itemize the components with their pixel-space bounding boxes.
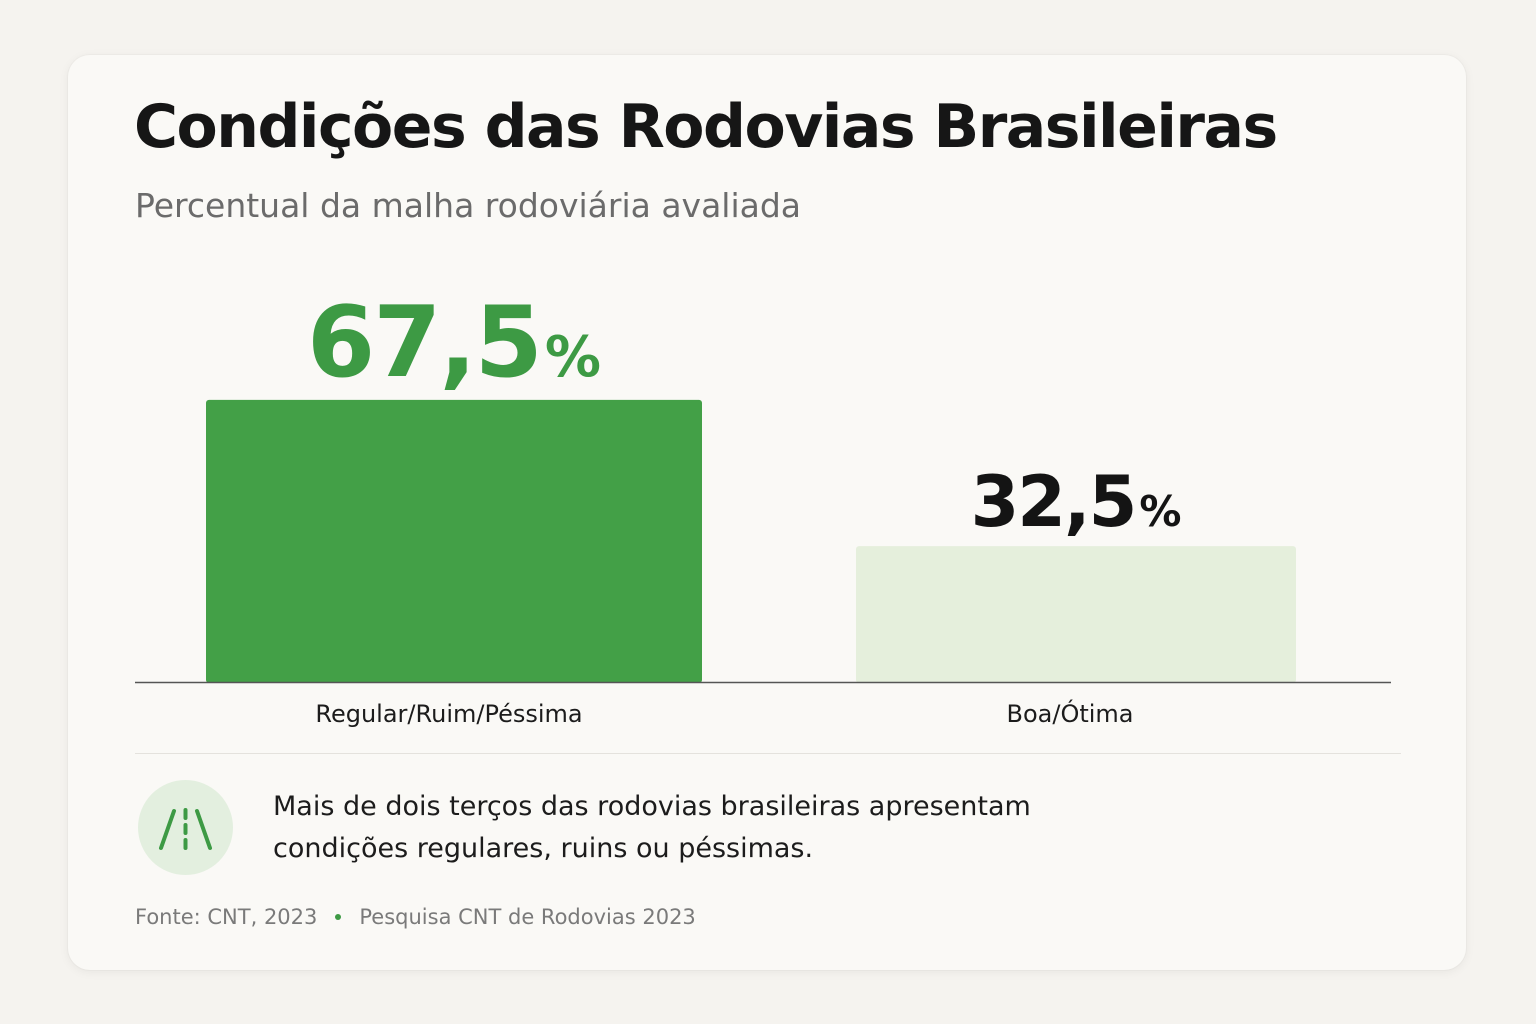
category-label-1: Regular/Ruim/Péssima [315,700,582,728]
category-label-2: Boa/Ótima [1007,698,1134,728]
footer-separator-dot [335,914,342,920]
insight-text: Mais de dois terços das rodovias brasile… [273,791,1031,864]
value-label-1: 67,5% [307,286,601,400]
chart-title: Condições das Rodovias Brasileiras [134,92,1278,162]
section-divider [135,753,1401,754]
value-label-2: 32,5% [971,461,1182,543]
bar-1 [206,399,702,683]
footer-source: Fonte: CNT, 2023 [135,905,318,929]
bar-chart: 67,5% Regular/Ruim/Péssima 32,5% Boa/Ótima [135,286,1391,728]
road-icon [138,780,233,875]
footer: Fonte: CNT, 2023 Pesquisa CNT de Rodovia… [135,905,696,929]
bar-2 [856,546,1296,683]
footer-survey: Pesquisa CNT de Rodovias 2023 [359,905,696,929]
chart-subtitle: Percentual da malha rodoviária avaliada [135,186,802,225]
